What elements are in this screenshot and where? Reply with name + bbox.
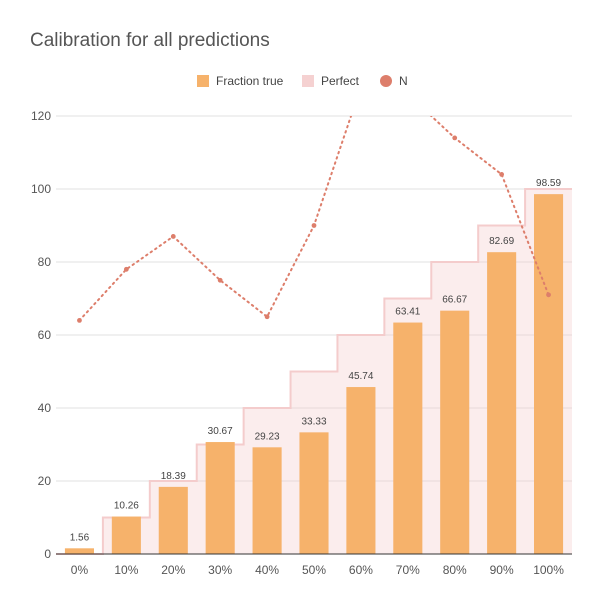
legend-item: Perfect [302,74,360,88]
legend-swatch [380,75,392,87]
legend-swatch [197,75,209,87]
bar [252,447,282,554]
data-label: 10.26 [114,501,139,512]
x-tick-label: 40% [255,563,279,577]
legend-label: Fraction true [216,74,284,88]
y-tick-label: 60 [38,328,52,342]
data-label: 1.56 [70,532,90,543]
x-tick-label: 0% [71,563,89,577]
bar [158,486,188,554]
n-series [77,116,551,323]
data-label: 98.59 [536,178,561,189]
data-label: 18.39 [161,471,186,482]
x-tick-label: 20% [161,563,185,577]
y-tick-label: 120 [31,109,51,123]
bar [393,322,423,554]
bar [487,252,517,554]
n-point [546,292,551,298]
n-point [170,234,176,239]
legend-swatch [302,75,314,87]
data-label: 30.67 [208,426,233,437]
data-label: 33.33 [301,416,326,427]
fraction-true-series [64,194,564,555]
n-point [311,223,317,228]
n-point [452,135,458,141]
chart-title: Calibration for all predictions [30,30,270,51]
n-point [217,277,223,283]
legend-label: N [399,74,408,88]
perfect-step-line [56,188,572,555]
legend-item: Fraction true [197,74,284,88]
legend: Fraction true Perfect N [197,74,408,88]
data-label: 29.23 [255,431,280,442]
data-labels: 1.56 10.26 18.39 30.67 29.23 33.33 45.74 63.41 6… [70,178,562,543]
y-tick-label: 0 [44,547,51,561]
bar [534,194,564,555]
n-point [77,318,82,323]
y-tick-label: 80 [38,255,52,269]
n-point [499,172,505,177]
y-tick-label: 20 [38,474,52,488]
data-label: 63.41 [395,307,420,318]
bar [205,442,235,554]
bar [440,310,470,554]
x-tick-label: 50% [302,563,326,577]
axes: 0 20 40 60 80 100 120 0% 10% 20% 30% 40% 50% 60% 70% 80… [31,109,572,577]
y-tick-label: 40 [38,401,52,415]
bar [111,516,141,554]
bar [346,387,376,554]
data-label: 82.69 [489,236,514,247]
y-tick-label: 100 [31,182,51,196]
x-tick-label: 80% [443,563,467,577]
x-tick-label: 90% [490,563,514,577]
data-label: 66.67 [442,295,467,306]
n-point [264,314,270,320]
x-tick-label: 10% [114,563,138,577]
n-point [123,266,129,272]
bar [299,432,329,554]
x-tick-label: 100% [533,563,564,577]
x-tick-label: 60% [349,563,373,577]
x-tick-label: 30% [208,563,232,577]
x-tick-label: 70% [396,563,420,577]
legend-item: N [380,74,408,88]
legend-label: Perfect [321,74,360,88]
data-label: 45.74 [348,371,373,382]
bar [64,548,94,554]
